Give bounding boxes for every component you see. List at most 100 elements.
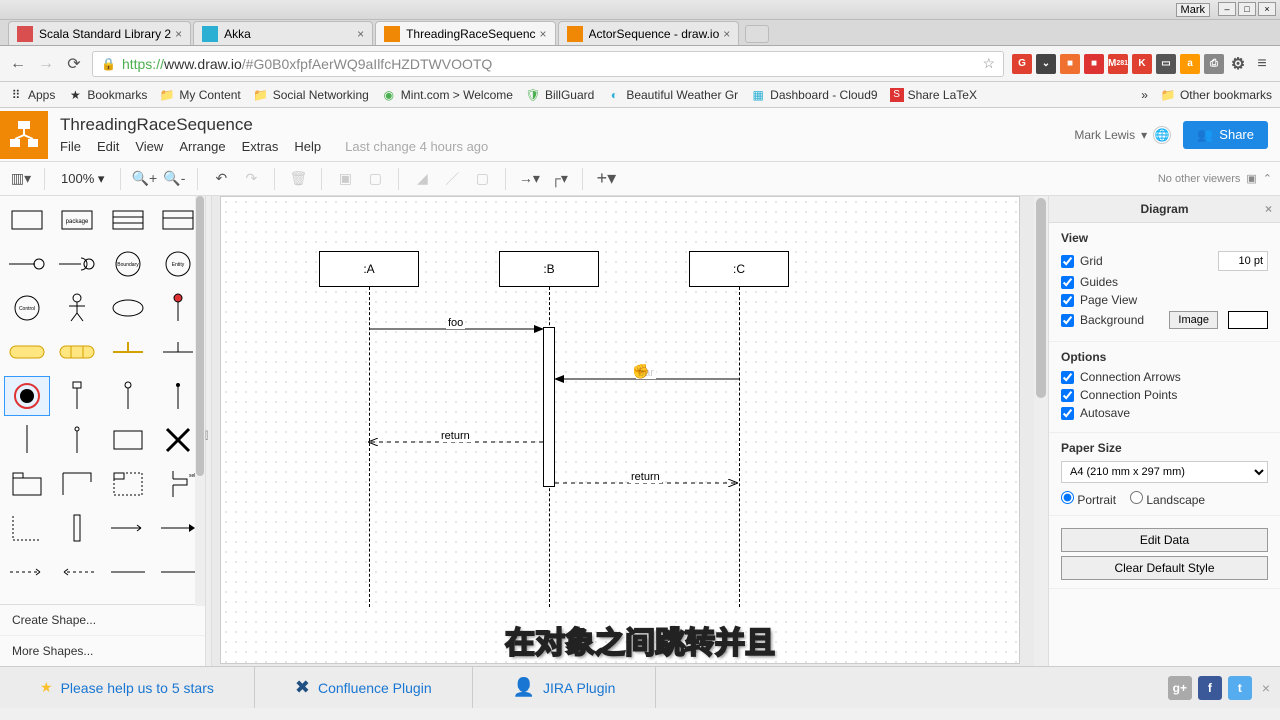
redo-button[interactable]: ↷ xyxy=(238,166,264,192)
bookmark-overflow[interactable]: » xyxy=(1141,88,1148,102)
rate-us-link[interactable]: ★ Please help us to 5 stars xyxy=(0,667,255,708)
lifeline[interactable] xyxy=(739,287,740,607)
guides-checkbox[interactable] xyxy=(1061,276,1074,289)
background-checkbox[interactable] xyxy=(1061,314,1074,327)
delete-button[interactable]: 🗑 xyxy=(285,166,311,192)
shape-item[interactable] xyxy=(105,464,151,504)
shape-item[interactable] xyxy=(54,332,100,372)
activation-bar[interactable] xyxy=(543,327,555,487)
bookmark-star-icon[interactable]: ☆ xyxy=(982,55,995,72)
facebook-icon[interactable]: f xyxy=(1198,676,1222,700)
footer-close-icon[interactable]: × xyxy=(1262,680,1270,696)
view-mode-button[interactable]: ▥▾ xyxy=(8,166,34,192)
insert-button[interactable]: +▾ xyxy=(593,166,619,192)
to-front-button[interactable]: ▣ xyxy=(332,166,358,192)
shape-item[interactable] xyxy=(4,420,50,460)
pageview-checkbox[interactable] xyxy=(1061,294,1074,307)
more-shapes-button[interactable]: More Shapes... xyxy=(0,635,205,666)
actor-box[interactable]: :B xyxy=(499,251,599,287)
shape-item[interactable] xyxy=(105,288,151,328)
shape-item[interactable] xyxy=(4,332,50,372)
bookmark-item[interactable]: 📁My Content xyxy=(159,87,240,103)
maximize-button[interactable]: □ xyxy=(1238,2,1256,16)
browser-tab[interactable]: Scala Standard Library 2 × xyxy=(8,21,191,45)
lifeline[interactable] xyxy=(369,287,370,607)
bookmark-item[interactable]: SShare LaTeX xyxy=(890,88,977,102)
ext-icon[interactable]: M281 xyxy=(1108,54,1128,74)
clear-style-button[interactable]: Clear Default Style xyxy=(1061,556,1268,580)
minimize-button[interactable]: – xyxy=(1218,2,1236,16)
background-image-button[interactable]: Image xyxy=(1169,311,1218,329)
drawio-logo[interactable] xyxy=(0,111,48,159)
reload-button[interactable]: ⟳ xyxy=(64,54,84,74)
shape-list[interactable]: package Boundary Entity Control xyxy=(0,196,205,604)
shape-item[interactable] xyxy=(105,552,151,592)
menu-extras[interactable]: Extras xyxy=(242,139,279,154)
message-label[interactable]: foo xyxy=(446,317,465,329)
zoom-dropdown[interactable]: 100% ▾ xyxy=(55,171,110,187)
fill-button[interactable]: ◢ xyxy=(409,166,435,192)
grid-size-input[interactable] xyxy=(1218,251,1268,271)
actor-box[interactable]: :A xyxy=(319,251,419,287)
conn-points-checkbox[interactable] xyxy=(1061,389,1074,402)
shape-item[interactable]: Control xyxy=(4,288,50,328)
shape-item[interactable] xyxy=(105,200,151,240)
shadow-button[interactable]: ▢ xyxy=(469,166,495,192)
shape-item[interactable] xyxy=(54,420,100,460)
tab-close-icon[interactable]: × xyxy=(540,27,547,41)
bookmark-item[interactable]: ◉Mint.com > Welcome xyxy=(381,87,513,103)
bookmark-item[interactable]: 🛡BillGuard xyxy=(525,87,594,103)
shape-item[interactable] xyxy=(105,420,151,460)
user-info[interactable]: Mark Lewis▾ 🌐 xyxy=(1074,126,1171,144)
address-bar[interactable]: 🔒 https://www.draw.io/#G0B0xfpfAerWQ9aIl… xyxy=(92,51,1004,77)
shape-item[interactable] xyxy=(54,552,100,592)
new-tab-button[interactable] xyxy=(745,25,769,43)
shape-item[interactable] xyxy=(4,376,50,416)
landscape-radio[interactable]: Landscape xyxy=(1130,491,1205,507)
ext-icon[interactable]: ■ xyxy=(1084,54,1104,74)
panel-close-icon[interactable]: × xyxy=(1265,202,1272,216)
conn-arrows-checkbox[interactable] xyxy=(1061,371,1074,384)
message-label[interactable]: return xyxy=(629,471,662,483)
autosave-checkbox[interactable] xyxy=(1061,407,1074,420)
apps-button[interactable]: ⠿Apps xyxy=(8,87,55,103)
shape-item[interactable] xyxy=(105,332,151,372)
forward-button[interactable]: → xyxy=(36,54,56,74)
menu-edit[interactable]: Edit xyxy=(97,139,119,154)
canvas[interactable]: :A :B :C foo ✊ bar return return xyxy=(212,196,1048,666)
bookmark-item[interactable]: 📁Social Networking xyxy=(253,87,369,103)
paper-size-select[interactable]: A4 (210 mm x 297 mm) xyxy=(1061,461,1268,483)
line-button[interactable]: ／ xyxy=(439,166,465,192)
back-button[interactable]: ← xyxy=(8,54,28,74)
ext-icon[interactable]: ⎙ xyxy=(1204,54,1224,74)
ext-icon[interactable]: ⌄ xyxy=(1036,54,1056,74)
googleplus-icon[interactable]: g+ xyxy=(1168,676,1192,700)
shape-item[interactable] xyxy=(4,552,50,592)
other-bookmarks[interactable]: 📁Other bookmarks xyxy=(1160,87,1272,103)
collapse-format-icon[interactable]: ⌃ xyxy=(1263,172,1272,185)
shape-item[interactable] xyxy=(4,200,50,240)
twitter-icon[interactable]: t xyxy=(1228,676,1252,700)
shape-item[interactable] xyxy=(4,464,50,504)
background-color-swatch[interactable] xyxy=(1228,311,1268,329)
tab-close-icon[interactable]: × xyxy=(357,27,364,41)
browser-tab[interactable]: ActorSequence - draw.io × xyxy=(558,21,740,45)
viewers-icon[interactable]: ▣ xyxy=(1246,172,1256,185)
zoom-out-button[interactable]: 🔍- xyxy=(161,166,187,192)
shape-item[interactable] xyxy=(4,508,50,548)
actor-box[interactable]: :C xyxy=(689,251,789,287)
menu-icon[interactable]: ≡ xyxy=(1252,54,1272,74)
undo-button[interactable]: ↶ xyxy=(208,166,234,192)
edit-data-button[interactable]: Edit Data xyxy=(1061,528,1268,552)
tab-close-icon[interactable]: × xyxy=(723,27,730,41)
shape-item[interactable] xyxy=(54,464,100,504)
share-button[interactable]: 👥 Share xyxy=(1183,121,1268,149)
ext-icon[interactable]: K xyxy=(1132,54,1152,74)
browser-tab[interactable]: Akka × xyxy=(193,21,373,45)
confluence-link[interactable]: ✖ Confluence Plugin xyxy=(255,667,473,708)
shape-item[interactable] xyxy=(105,508,151,548)
browser-tab-active[interactable]: ThreadingRaceSequenc × xyxy=(375,21,555,45)
menu-view[interactable]: View xyxy=(135,139,163,154)
bookmark-item[interactable]: ▦Dashboard - Cloud9 xyxy=(750,87,877,103)
ext-icon[interactable]: ■ xyxy=(1060,54,1080,74)
